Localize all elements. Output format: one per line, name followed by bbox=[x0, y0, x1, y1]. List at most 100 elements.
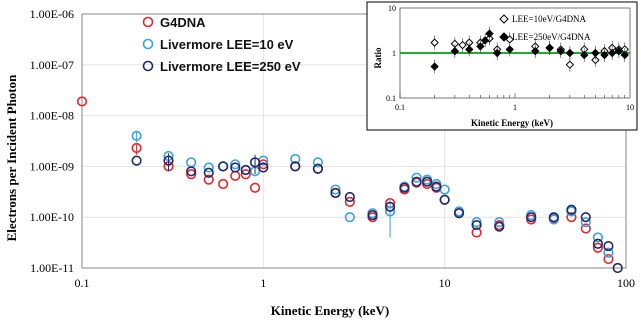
data-point bbox=[384, 201, 396, 212]
x-tick-label: 1 bbox=[260, 276, 266, 290]
data-point bbox=[580, 223, 591, 234]
data-point bbox=[453, 208, 465, 219]
data-point bbox=[230, 162, 241, 173]
data-point bbox=[592, 242, 604, 253]
inset-legend-marker-filled bbox=[499, 32, 509, 42]
inset-data-point bbox=[620, 50, 629, 60]
data-point bbox=[203, 174, 214, 185]
inset-x-axis-title: Kinetic Energy (keV) bbox=[471, 118, 553, 128]
data-point bbox=[249, 182, 261, 193]
data-point bbox=[580, 217, 591, 228]
inset-data-point bbox=[450, 46, 460, 56]
inset-data-point bbox=[430, 62, 439, 71]
legend-marker-livermore-10 bbox=[142, 38, 154, 50]
inset-x-tick-label: 0.1 bbox=[395, 103, 405, 112]
y-tick-label: 1.00E-07 bbox=[30, 58, 74, 72]
data-point bbox=[344, 212, 355, 223]
inset-panel bbox=[366, 1, 638, 131]
data-point bbox=[399, 182, 410, 193]
main-legend: G4DNA Livermore LEE=10 eV Livermore LEE=… bbox=[142, 15, 301, 74]
data-point bbox=[603, 247, 614, 258]
legend-label: Livermore LEE=10 eV bbox=[160, 37, 294, 52]
inset-y-tick-label: 0.1 bbox=[386, 94, 396, 103]
data-point bbox=[258, 162, 269, 173]
data-point bbox=[218, 161, 229, 172]
data-point bbox=[131, 155, 142, 166]
inset-data-point bbox=[480, 36, 490, 45]
legend-label: Livermore LEE=250 eV bbox=[160, 59, 301, 74]
data-point bbox=[203, 162, 214, 173]
y-tick-label: 1.00E-11 bbox=[30, 261, 74, 275]
x-tick-label: 0.1 bbox=[75, 276, 90, 290]
data-point bbox=[526, 212, 537, 223]
inset-series-1 bbox=[430, 26, 629, 74]
data-point bbox=[330, 187, 341, 199]
main-y-tick-labels: 1.00E-11 1.00E-10 1.00E-09 1.00E-08 1.00… bbox=[30, 7, 74, 275]
data-point bbox=[580, 212, 591, 223]
series-2 bbox=[131, 153, 623, 274]
inset-data-point bbox=[492, 48, 502, 58]
data-point bbox=[240, 164, 251, 176]
inset-data-point bbox=[450, 39, 460, 49]
main-data-points bbox=[76, 96, 623, 274]
data-point bbox=[384, 206, 396, 217]
data-point bbox=[548, 212, 559, 223]
inset-y-tick-label: 1 bbox=[392, 49, 396, 58]
data-point bbox=[494, 221, 505, 232]
inset-x-tick-labels: 0.1 1 10 bbox=[395, 103, 634, 112]
inset-data-point bbox=[505, 45, 514, 54]
x-tick-label: 100 bbox=[617, 276, 635, 290]
inset-data-point bbox=[485, 29, 494, 38]
y-tick-label: 1.00E-10 bbox=[30, 210, 74, 224]
y-tick-label: 1.00E-08 bbox=[30, 109, 74, 123]
data-point bbox=[249, 157, 261, 168]
data-point bbox=[367, 209, 378, 221]
data-point bbox=[592, 238, 604, 249]
inset-data-point bbox=[545, 43, 554, 53]
data-point bbox=[566, 204, 577, 215]
inset-data-point bbox=[600, 50, 609, 60]
data-point bbox=[603, 240, 614, 252]
inset-y-tick-labels: 0.1 1 10 bbox=[386, 4, 396, 103]
data-point bbox=[290, 161, 301, 172]
data-point bbox=[330, 184, 341, 195]
data-point bbox=[471, 217, 482, 228]
data-point bbox=[592, 232, 604, 243]
data-point bbox=[344, 196, 355, 208]
legend-label: G4DNA bbox=[160, 15, 206, 30]
data-point bbox=[494, 217, 505, 228]
inset-y-axis-title: Ratio bbox=[373, 47, 383, 68]
inset-data-point bbox=[465, 45, 474, 54]
data-point bbox=[566, 212, 577, 223]
data-point bbox=[603, 253, 614, 265]
legend-marker-livermore-250 bbox=[142, 60, 154, 72]
data-point bbox=[439, 194, 450, 205]
inset-y-tick-label: 10 bbox=[388, 4, 396, 13]
inset-data-point bbox=[591, 48, 600, 58]
inset-data-point bbox=[607, 48, 617, 58]
data-point bbox=[421, 176, 433, 187]
data-point bbox=[218, 178, 229, 190]
data-point bbox=[411, 172, 422, 183]
inset-chart: 0.1 1 10 0.1 1 10 Kinetic Energy (keV) R… bbox=[366, 1, 638, 131]
data-point bbox=[163, 155, 174, 166]
data-point bbox=[612, 262, 623, 274]
data-point bbox=[471, 227, 482, 238]
data-point bbox=[344, 191, 355, 203]
inset-data-point bbox=[565, 48, 575, 58]
main-x-tick-labels: 0.1 1 10 100 bbox=[75, 276, 636, 290]
inset-legend: LEE=10eV/G4DNA LEE=250eV/G4DNA bbox=[499, 14, 591, 42]
inset-data-point bbox=[556, 46, 565, 56]
data-point bbox=[431, 181, 442, 192]
inset-data-points bbox=[430, 26, 629, 74]
data-point bbox=[76, 96, 88, 107]
data-point bbox=[471, 219, 482, 231]
x-axis-title: Kinetic Energy (keV) bbox=[271, 303, 389, 318]
legend-marker-g4dna bbox=[142, 16, 154, 28]
inset-data-point bbox=[476, 42, 485, 51]
inset-legend-label: LEE=10eV/G4DNA bbox=[512, 14, 587, 24]
inset-data-point bbox=[458, 40, 467, 50]
data-point bbox=[203, 167, 214, 178]
data-point bbox=[186, 166, 197, 177]
